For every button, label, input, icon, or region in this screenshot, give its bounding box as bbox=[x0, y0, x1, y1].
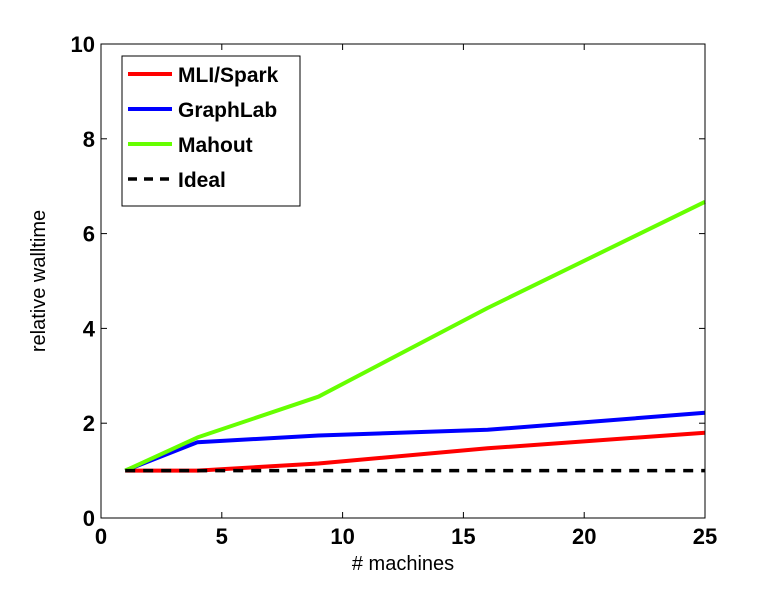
legend: MLI/Spark GraphLab Mahout Ideal bbox=[121, 55, 301, 207]
y-tick-label: 2 bbox=[83, 411, 95, 436]
x-tick-label: 20 bbox=[572, 524, 596, 549]
x-tick-label: 15 bbox=[451, 524, 475, 549]
x-tick-label: 0 bbox=[95, 524, 107, 549]
legend-label-graphlab: GraphLab bbox=[178, 99, 277, 122]
legend-box bbox=[121, 55, 301, 207]
y-tick-label: 4 bbox=[83, 316, 96, 341]
x-tick-label: 10 bbox=[330, 524, 354, 549]
series-line-mli-spark bbox=[125, 430, 706, 473]
legend-label-ideal: Ideal bbox=[178, 169, 226, 192]
series-line-mahout bbox=[124, 200, 706, 473]
plot-frame bbox=[100, 43, 706, 519]
ticks-layer: 0 5 10 15 20 25 0 2 4 6 8 10 bbox=[71, 32, 718, 549]
x-axis-title: # machines bbox=[352, 553, 454, 575]
y-tick-label: 10 bbox=[71, 32, 95, 57]
y-tick-label: 8 bbox=[83, 127, 95, 152]
y-axis-title: relative walltime bbox=[28, 210, 50, 352]
x-tick-label: 25 bbox=[693, 524, 717, 549]
x-tick-label: 5 bbox=[216, 524, 228, 549]
series-layer bbox=[124, 200, 706, 473]
y-tick-label: 6 bbox=[83, 222, 95, 247]
y-tick-label: 0 bbox=[83, 506, 95, 531]
legend-label-mahout: Mahout bbox=[178, 134, 253, 157]
series-line-graphlab bbox=[124, 410, 706, 473]
legend-label-mli-spark: MLI/Spark bbox=[178, 64, 279, 87]
